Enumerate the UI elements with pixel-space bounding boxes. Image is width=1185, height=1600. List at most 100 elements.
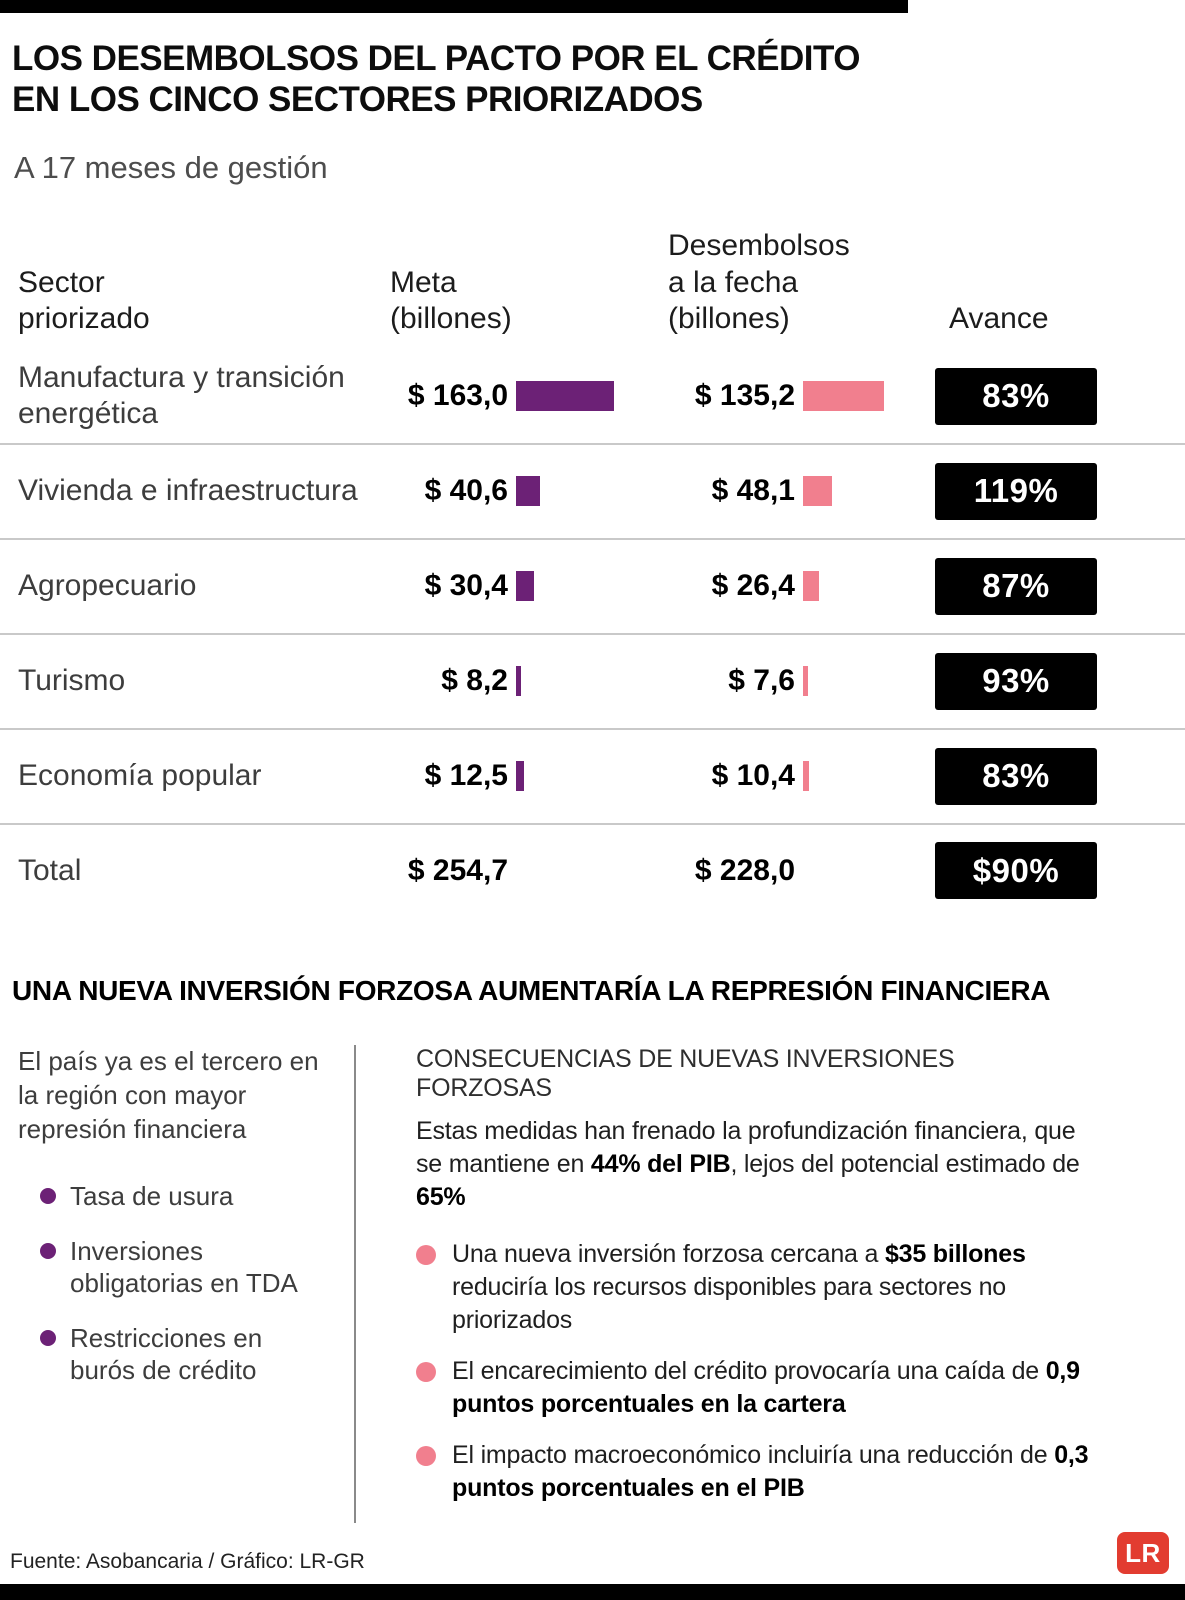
source-credit: Fuente: Asobancaria / Gráfico: LR-GR bbox=[10, 1550, 365, 1573]
bullet-text: Tasa de usura bbox=[70, 1181, 234, 1212]
left-bullet-list: Tasa de usura Inversiones obligatorias e… bbox=[18, 1180, 320, 1387]
desembolsos-bar-cell bbox=[795, 571, 935, 602]
bullet-text: Restricciones en burós de crédito bbox=[70, 1322, 263, 1386]
meta-bar bbox=[516, 761, 524, 792]
section-columns: El país ya es el tercero en la región co… bbox=[0, 1044, 1185, 1523]
bullet-dot-icon bbox=[40, 1329, 56, 1346]
bullet-dot-icon bbox=[40, 1188, 56, 1205]
bullet-dot-icon bbox=[416, 1244, 436, 1265]
page-title: LOS DESEMBOLSOS DEL PACTO POR EL CRÉDITO… bbox=[12, 39, 861, 119]
meta-value: $ 8,2 bbox=[441, 664, 508, 698]
bullet-text-bold: $35 billones bbox=[884, 1239, 1026, 1268]
desembolsos-value: $ 7,6 bbox=[728, 664, 795, 698]
desembolsos-bar-cell bbox=[795, 666, 935, 697]
list-item: Tasa de usura bbox=[40, 1180, 320, 1213]
left-intro-text: El país ya es el tercero en la región co… bbox=[18, 1045, 319, 1144]
column-header-sector: Sector priorizado bbox=[18, 265, 150, 336]
sector-name: Total bbox=[18, 853, 82, 887]
table-row: Economía popular $ 12,5 $ 10,4 83% bbox=[0, 730, 1185, 825]
paragraph-bold: 44% del PIB bbox=[590, 1149, 731, 1178]
bottom-accent-bar bbox=[0, 1584, 1185, 1600]
avance-badge: 119% bbox=[935, 462, 1097, 520]
meta-bar-cell bbox=[508, 666, 660, 697]
bullet-text: El encarecimiento del crédito provocaría… bbox=[452, 1355, 1097, 1421]
meta-bar bbox=[516, 381, 614, 412]
avance-cell: 93% bbox=[935, 652, 1097, 710]
meta-value: $ 254,7 bbox=[407, 853, 508, 887]
top-accent-bar bbox=[0, 0, 908, 13]
avance-badge: 93% bbox=[935, 652, 1097, 710]
meta-value: $ 30,4 bbox=[424, 569, 508, 603]
meta-bar-cell bbox=[508, 571, 660, 602]
column-header-avance: Avance bbox=[949, 302, 1049, 336]
desembolsos-bar bbox=[803, 476, 832, 507]
list-item: Restricciones en burós de crédito bbox=[40, 1322, 320, 1387]
avance-badge: 87% bbox=[935, 557, 1097, 615]
meta-bar bbox=[516, 476, 540, 507]
desembolsos-bar bbox=[803, 571, 819, 602]
table-row: Vivienda e infraestructura $ 40,6 $ 48,1… bbox=[0, 445, 1185, 540]
page-subtitle: A 17 meses de gestión bbox=[14, 150, 328, 186]
consequence-bullet-list: Una nueva inversión forzosa cercana a $3… bbox=[416, 1238, 1097, 1505]
vertical-divider bbox=[354, 1044, 356, 1523]
bullet-dot-icon bbox=[416, 1445, 436, 1466]
table-row: Agropecuario $ 30,4 $ 26,4 87% bbox=[0, 540, 1185, 635]
bullet-text-normal: El impacto macroeconómico incluiría una … bbox=[452, 1440, 1055, 1469]
meta-bar-cell bbox=[508, 761, 660, 792]
meta-bar-cell bbox=[508, 476, 660, 507]
avance-cell: $90% bbox=[935, 842, 1097, 900]
avance-cell: 83% bbox=[935, 367, 1097, 425]
desembolsos-bar-cell bbox=[795, 476, 935, 507]
bullet-dot-icon bbox=[416, 1361, 436, 1382]
avance-cell: 87% bbox=[935, 557, 1097, 615]
table-header-row: Sector priorizado Meta (billones) Desemb… bbox=[0, 228, 1185, 350]
avance-cell: 119% bbox=[935, 462, 1097, 520]
bullet-text-normal: reduciría los recursos disponibles para … bbox=[452, 1272, 1006, 1334]
sector-name: Vivienda e infraestructura bbox=[18, 474, 358, 508]
meta-value: $ 12,5 bbox=[424, 759, 508, 793]
avance-badge: $90% bbox=[935, 842, 1097, 900]
avance-badge: 83% bbox=[935, 367, 1097, 425]
paragraph-text: Estas medidas han frenado la profundizac… bbox=[416, 1116, 1076, 1178]
bullet-text-normal: Una nueva inversión forzosa cercana a bbox=[452, 1239, 885, 1268]
bullet-text: Una nueva inversión forzosa cercana a $3… bbox=[452, 1238, 1097, 1337]
bullet-text: El impacto macroeconómico incluiría una … bbox=[452, 1439, 1097, 1505]
paragraph-text: , lejos del potencial estimado de bbox=[730, 1149, 1080, 1178]
table-row-total: Total $ 254,7 $ 228,0 $90% bbox=[0, 825, 1185, 917]
column-header-desembolsos: Desembolsos a la fecha (billones) bbox=[668, 229, 850, 336]
bullet-text-bold: 0,9 puntos porcentuales en la cartera bbox=[452, 1356, 1080, 1418]
desembolsos-value: $ 135,2 bbox=[694, 379, 795, 413]
desembolsos-bar bbox=[803, 666, 808, 697]
right-column: CONSECUENCIAS DE NUEVAS INVERSIONES FORZ… bbox=[356, 1045, 1167, 1523]
consequences-heading: CONSECUENCIAS DE NUEVAS INVERSIONES FORZ… bbox=[416, 1044, 955, 1102]
meta-bar-cell bbox=[508, 381, 660, 412]
section-heading: UNA NUEVA INVERSIÓN FORZOSA AUMENTARÍA L… bbox=[12, 974, 1051, 1006]
desembolsos-value: $ 26,4 bbox=[711, 569, 795, 603]
column-header-meta: Meta (billones) bbox=[390, 265, 512, 336]
meta-bar bbox=[516, 666, 521, 697]
bullet-text-bold: 0,3 puntos porcentuales en el PIB bbox=[452, 1440, 1089, 1502]
list-item: Inversiones obligatorias en TDA bbox=[40, 1235, 320, 1300]
left-column: El país ya es el tercero en la región co… bbox=[18, 1045, 320, 1523]
meta-value: $ 40,6 bbox=[424, 474, 508, 508]
sector-name: Agropecuario bbox=[18, 569, 197, 603]
meta-bar bbox=[516, 571, 534, 602]
table-row: Turismo $ 8,2 $ 7,6 93% bbox=[0, 635, 1185, 730]
paragraph-bold: 65% bbox=[416, 1182, 466, 1211]
bullet-dot-icon bbox=[40, 1242, 56, 1259]
desembolsos-bar bbox=[803, 761, 809, 792]
bullet-text: Inversiones obligatorias en TDA bbox=[70, 1235, 298, 1299]
sector-name: Turismo bbox=[18, 664, 126, 698]
meta-value: $ 163,0 bbox=[407, 379, 508, 413]
table-row: Manufactura y transición energética $ 16… bbox=[0, 350, 1185, 445]
sector-name: Economía popular bbox=[18, 759, 262, 793]
desembolsos-value: $ 228,0 bbox=[694, 853, 795, 887]
avance-badge: 83% bbox=[935, 747, 1097, 805]
sector-name: Manufactura y transición energética bbox=[18, 360, 345, 431]
avance-cell: 83% bbox=[935, 747, 1097, 805]
consequences-paragraph: Estas medidas han frenado la profundizac… bbox=[416, 1115, 1097, 1214]
desembolsos-value: $ 10,4 bbox=[711, 759, 795, 793]
desembolsos-value: $ 48,1 bbox=[711, 474, 795, 508]
lr-logo: LR bbox=[1117, 1532, 1169, 1574]
